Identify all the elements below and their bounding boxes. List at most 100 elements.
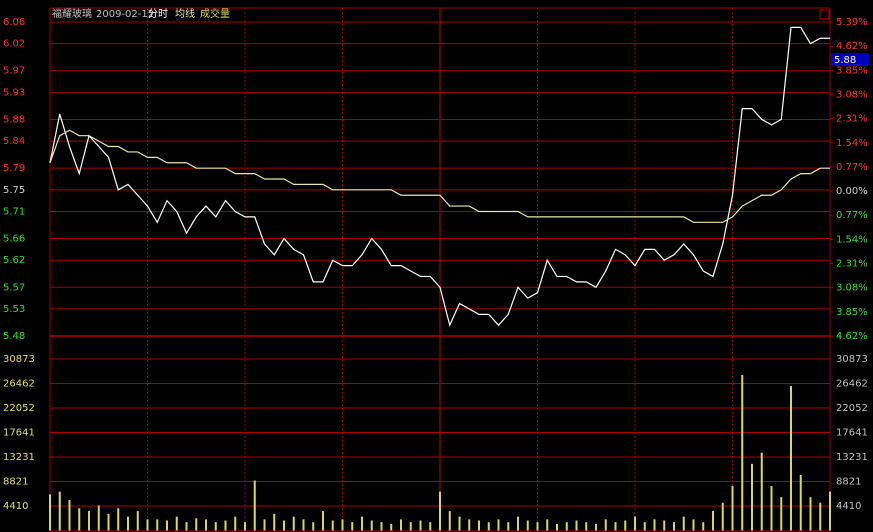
y-tick-label: 5.57 (3, 282, 25, 293)
volume-bar (780, 497, 783, 531)
volume-bar (312, 522, 315, 531)
volume-bar (49, 494, 51, 531)
volume-bar (195, 518, 198, 531)
y-tick-label: 6.06 (3, 17, 25, 28)
y-tick-label: 5.97 (3, 66, 25, 77)
volume-bar (234, 516, 237, 531)
vertical-grid (147, 8, 733, 531)
y2-tick-label: 1.54% (836, 234, 868, 245)
y2-tick-label: 30873 (836, 354, 868, 365)
volume-bar (263, 519, 266, 531)
volume-bar (712, 511, 714, 531)
volume-bar (68, 499, 71, 531)
y2-tick-label: 0.77% (836, 210, 868, 221)
volume-bar (614, 522, 617, 531)
y-tick-label: 17641 (3, 428, 35, 439)
volume-bar (146, 519, 149, 531)
volume-bar (370, 520, 373, 531)
volume-bar (351, 522, 354, 531)
volume-bar (107, 513, 110, 531)
volume-bar (390, 523, 393, 531)
y-tick-label: 6.02 (3, 39, 25, 50)
price-box-value: 5.88 (834, 55, 856, 66)
volume-bar (595, 523, 597, 531)
y2-tick-label: 3.85% (836, 307, 868, 318)
volume-bar (741, 374, 744, 531)
volume-bar (244, 522, 246, 531)
y2-tick-label: 0.00% (836, 186, 868, 197)
y-tick-label: 5.84 (3, 136, 25, 147)
volume-bar (643, 522, 646, 531)
volume-bar (283, 520, 285, 531)
volume-bar (634, 516, 636, 531)
y2-tick-label: 22052 (836, 403, 868, 414)
y-tick-label: 5.53 (3, 304, 25, 315)
volume-bar (702, 522, 705, 531)
y2-tick-label: 1.54% (836, 138, 868, 149)
volume-bar (224, 520, 227, 531)
y2-tick-label: 26462 (836, 378, 868, 389)
y-tick-label: 5.88 (3, 114, 25, 125)
y2-tick-label: 4.62% (836, 41, 868, 52)
y-tick-label: 5.66 (3, 234, 25, 245)
volume-bar (292, 516, 295, 531)
volume-bar (790, 386, 792, 531)
y2-tick-label: 0.77% (836, 162, 868, 173)
y-tick-label: 5.93 (3, 87, 25, 98)
volume-bar (88, 511, 90, 531)
volume-bar (97, 505, 100, 531)
stock-name: 福耀玻璃 (52, 7, 92, 20)
volume-bar (760, 452, 763, 531)
volume-bar (127, 516, 129, 531)
volume-bar (624, 520, 627, 531)
y-tick-label: 4410 (3, 501, 28, 512)
volume-bar (478, 520, 480, 531)
volume-bar (829, 491, 831, 531)
volume-bar (565, 522, 568, 531)
volume-bar (731, 486, 734, 531)
volume-bar (331, 520, 334, 531)
volume-bar (819, 502, 822, 531)
volume-bar (214, 522, 217, 531)
mode-label: 分时 (148, 8, 168, 20)
y2-tick-label: 13231 (836, 452, 868, 463)
volume-bar (341, 519, 344, 531)
volume-bar (439, 491, 441, 531)
volume-bar (653, 519, 656, 531)
volume-bar (468, 519, 471, 531)
volume-bar (419, 520, 422, 531)
volume-bar (497, 519, 500, 531)
y-tick-label: 13231 (3, 452, 35, 463)
y2-tick-label: 17641 (836, 428, 868, 439)
volume-bar (156, 519, 159, 531)
volume-bar (526, 520, 529, 531)
volume-bar (517, 516, 519, 531)
y2-tick-label: 2.31% (836, 114, 868, 125)
volume-bar (458, 516, 461, 531)
y2-tick-label: 8821 (836, 476, 861, 487)
volume-bar (585, 522, 588, 531)
y2-tick-label: 5.39% (836, 17, 868, 28)
volume-bar (721, 502, 724, 531)
y-tick-label: 30873 (3, 354, 35, 365)
y-tick-label: 22052 (3, 403, 35, 414)
volume-bar (507, 522, 510, 531)
avg-label: 均线 (175, 7, 195, 20)
volume-bar (809, 497, 812, 531)
y2-tick-label: 4.62% (836, 331, 868, 342)
price-box (831, 53, 869, 66)
volume-bar (575, 520, 578, 531)
volume-bar (409, 522, 412, 531)
y-tick-label: 5.79 (3, 163, 25, 174)
volume-bar (166, 520, 168, 531)
volume-bar (273, 513, 276, 531)
y-tick-label: 26462 (3, 378, 35, 389)
volume-bar (185, 522, 188, 531)
volume-bar (448, 511, 451, 531)
y-tick-label: 5.75 (3, 185, 25, 196)
y-tick-label: 5.71 (3, 206, 25, 217)
volume-bar (175, 516, 178, 531)
corner-icon (819, 9, 830, 20)
volume-bar (58, 491, 61, 531)
